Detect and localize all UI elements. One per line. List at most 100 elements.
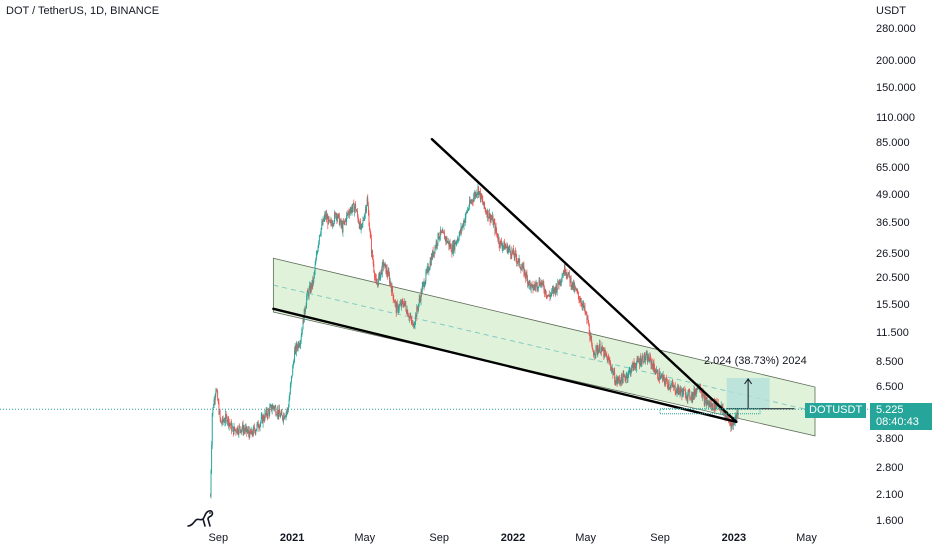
candle-body: [617, 380, 619, 383]
price-tick-label: 15.500: [876, 298, 910, 311]
candle-body: [709, 402, 711, 407]
candle-body: [381, 269, 383, 275]
candle-body: [576, 290, 578, 292]
candle-body: [292, 365, 294, 376]
candle-body: [726, 414, 728, 418]
candle-body: [305, 304, 307, 309]
candle-body: [276, 414, 278, 416]
candle-body: [577, 291, 579, 293]
price-tick-label: 11.500: [876, 327, 909, 340]
candle-body: [444, 236, 446, 240]
candle-body: [334, 212, 336, 214]
candle-body: [652, 362, 654, 370]
candle-body: [554, 287, 556, 289]
candle-body: [583, 306, 585, 309]
candle-body: [679, 390, 681, 394]
candle-body: [367, 198, 369, 206]
candle-body: [232, 426, 234, 428]
candle-body: [372, 258, 374, 264]
candle-body: [277, 410, 279, 416]
candle-body: [350, 208, 352, 211]
candle-body: [682, 389, 684, 395]
candle-body: [349, 212, 351, 215]
candle-body: [413, 325, 415, 328]
candle-body: [278, 408, 280, 414]
candle-body: [544, 290, 545, 294]
candle-body: [563, 272, 565, 275]
candle-body: [257, 421, 259, 425]
candle-body: [481, 198, 483, 200]
candle-body: [297, 347, 299, 349]
candle-body: [401, 300, 403, 302]
candle-body: [626, 374, 628, 379]
candle-body: [251, 429, 253, 435]
candle-body: [684, 389, 686, 391]
candle-body: [240, 429, 242, 433]
candle-body: [689, 390, 691, 398]
candle-body: [594, 353, 596, 356]
candle-body: [534, 285, 536, 287]
candle-body: [724, 414, 726, 418]
candle-body: [220, 422, 222, 424]
candle-body: [403, 304, 404, 307]
candle-body: [340, 219, 342, 225]
candle-body: [632, 362, 634, 371]
candle-body: [468, 207, 470, 210]
candle-body: [526, 273, 528, 277]
candle-body: [446, 237, 448, 243]
candle-body: [337, 214, 339, 218]
candle-body: [461, 226, 463, 230]
candle-body: [422, 283, 424, 287]
candle-body: [400, 302, 402, 307]
candle-body: [438, 237, 440, 239]
candle-body: [537, 287, 539, 289]
candle-body: [454, 241, 456, 250]
candle-body: [569, 275, 571, 283]
candle-body: [301, 329, 303, 332]
candle-body: [249, 429, 251, 438]
candle-body: [222, 417, 223, 424]
candle-body: [528, 281, 530, 286]
candle-body: [213, 399, 215, 408]
candle-body: [731, 422, 733, 424]
candle-body: [264, 413, 266, 421]
candle-body: [550, 294, 551, 298]
candle-body: [318, 235, 320, 242]
candle-body: [599, 343, 601, 353]
trendline-1: [430, 137, 738, 424]
candle-body: [386, 268, 387, 274]
candle-body: [298, 343, 300, 347]
candle-body: [543, 284, 545, 291]
candle-body: [399, 302, 401, 305]
candle-body: [431, 255, 433, 259]
candle-body: [728, 417, 729, 421]
tradingview-logo-icon[interactable]: [186, 506, 216, 528]
candle-body: [685, 390, 686, 398]
candle-body: [285, 412, 287, 417]
candle-body: [512, 249, 514, 253]
candle-body: [484, 202, 486, 209]
measure-arrow-head: [744, 378, 753, 385]
candle-body: [376, 283, 378, 285]
candle-body: [430, 261, 432, 266]
candle-body: [345, 219, 347, 223]
candle-body: [533, 288, 535, 290]
candle-body: [488, 217, 490, 219]
measure-label: 2.024 (38.73%) 2024: [704, 355, 807, 367]
candle-body: [275, 407, 277, 415]
candle-body: [209, 496, 211, 497]
candle-body: [513, 255, 515, 258]
candle-body: [223, 420, 225, 422]
candle-body: [528, 280, 530, 286]
candle-body: [421, 290, 423, 294]
candle-body: [661, 375, 663, 377]
candle-body: [507, 249, 509, 254]
candle-body: [567, 275, 568, 278]
candle-body: [582, 303, 584, 305]
candle-body: [356, 211, 358, 212]
candle-body: [596, 345, 597, 347]
candle-body: [677, 387, 679, 394]
candle-body: [564, 265, 565, 275]
